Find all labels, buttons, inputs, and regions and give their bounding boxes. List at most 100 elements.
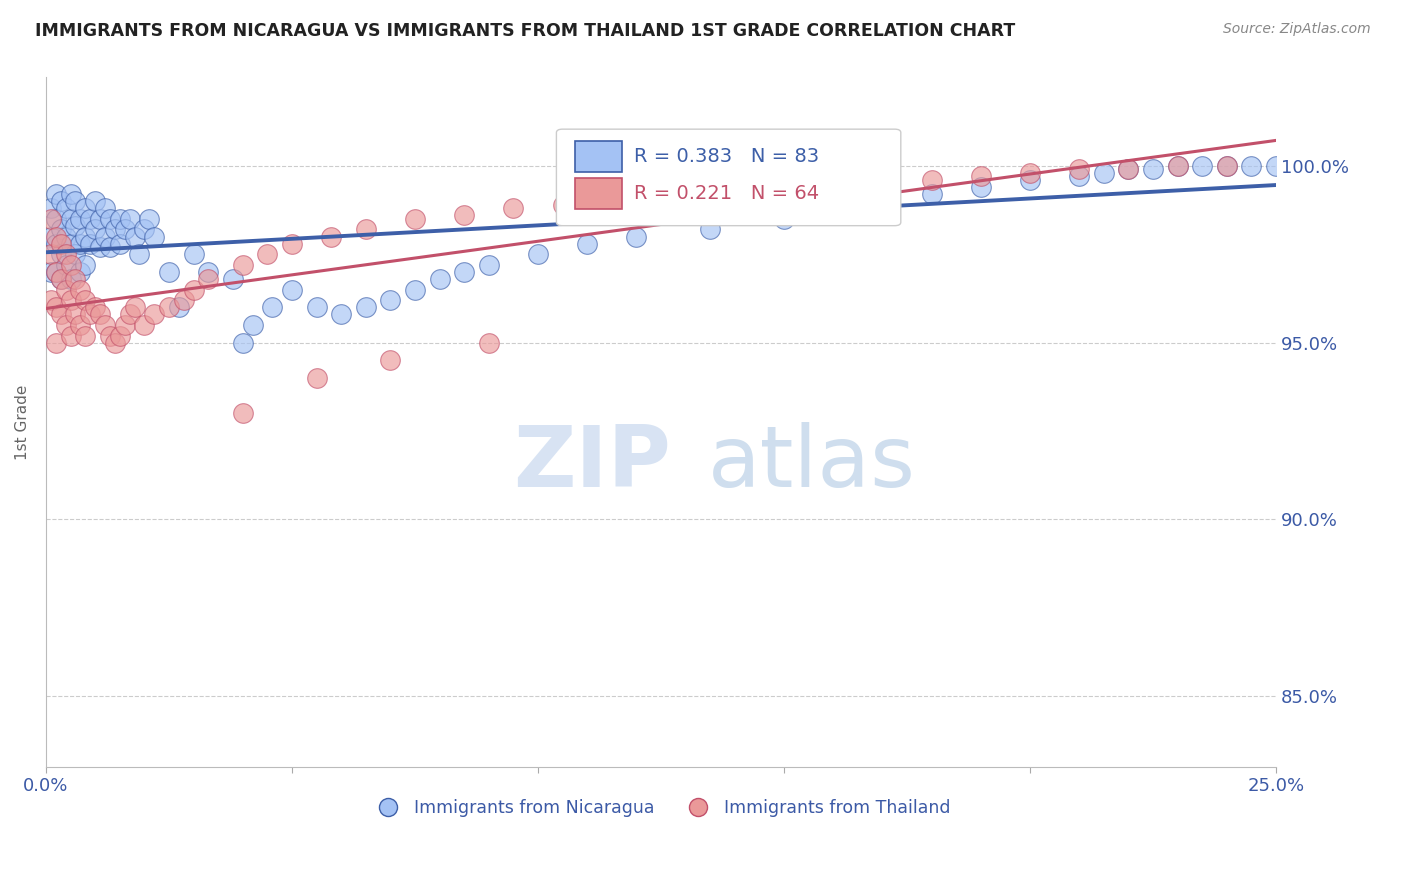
Point [1265,159,1288,173]
Point [49,222,72,236]
Text: atlas: atlas [707,422,915,505]
Point [970,169,993,184]
Point [600,194,623,209]
Point [232,335,254,350]
Point [197,272,219,286]
Point [59,293,82,308]
Point [108,236,131,251]
Point [94,229,117,244]
Point [49,272,72,286]
Point [45,335,67,350]
Text: R = 0.221   N = 64: R = 0.221 N = 64 [634,184,820,202]
Point [197,265,219,279]
Point [380,353,402,368]
Point [39,229,62,244]
Point [1167,159,1189,173]
Point [98,328,121,343]
Point [262,300,284,314]
Point [45,187,67,202]
Text: ZIP: ZIP [513,422,671,505]
Point [354,300,377,314]
Point [773,211,796,226]
Point [321,229,343,244]
Point [65,247,87,261]
Point [124,229,146,244]
Point [75,258,97,272]
Point [65,219,87,233]
Point [626,229,648,244]
Point [330,307,353,321]
Point [157,300,180,314]
Point [65,272,87,286]
Point [84,194,107,209]
Point [108,328,131,343]
Point [69,236,91,251]
Point [114,318,136,332]
Point [79,307,101,321]
Point [281,283,304,297]
Point [59,187,82,202]
Point [45,265,67,279]
Point [39,247,62,261]
Point [222,272,245,286]
Point [84,222,107,236]
Point [970,180,993,194]
Point [55,283,77,297]
Point [69,318,91,332]
Text: R = 0.383   N = 83: R = 0.383 N = 83 [634,147,820,166]
Y-axis label: 1st Grade: 1st Grade [15,384,30,460]
Point [1216,159,1239,173]
Point [305,371,328,385]
Point [45,300,67,314]
Point [59,328,82,343]
Point [89,307,111,321]
Point [242,318,264,332]
Point [429,272,451,286]
Point [55,201,77,215]
Point [143,229,166,244]
Point [124,300,146,314]
Point [45,211,67,226]
Point [404,211,426,226]
Point [167,300,190,314]
Point [134,222,156,236]
Point [89,240,111,254]
Point [49,272,72,286]
Point [134,318,156,332]
Point [45,236,67,251]
Point [59,258,82,272]
Point [1069,162,1091,177]
Point [1092,166,1115,180]
Point [104,222,127,236]
Point [354,222,377,236]
Point [98,211,121,226]
Point [1069,169,1091,184]
Point [49,307,72,321]
Point [128,247,150,261]
Point [49,236,72,251]
Point [75,201,97,215]
Point [69,283,91,297]
Point [65,307,87,321]
Point [380,293,402,308]
Point [79,236,101,251]
Point [39,293,62,308]
Point [157,265,180,279]
Point [1216,159,1239,173]
Point [98,240,121,254]
Point [94,201,117,215]
Point [823,201,845,215]
Point [576,236,599,251]
Point [256,247,278,261]
Point [59,236,82,251]
Text: Source: ZipAtlas.com: Source: ZipAtlas.com [1223,22,1371,37]
Point [1191,159,1213,173]
Point [65,194,87,209]
Point [748,184,770,198]
Point [55,247,77,261]
Point [89,211,111,226]
Point [921,173,943,187]
Point [79,211,101,226]
Point [650,191,672,205]
Point [75,229,97,244]
